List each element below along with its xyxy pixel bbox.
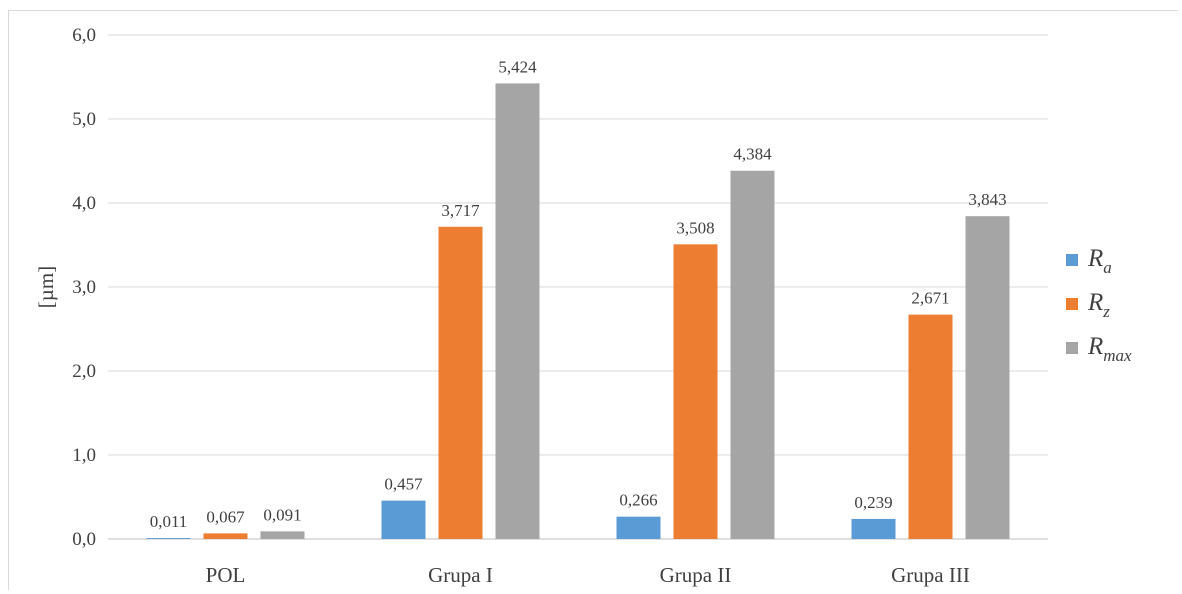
bar-max-2 <box>730 170 775 539</box>
x-category-label: POL <box>206 563 246 587</box>
y-tick-label: 1,0 <box>72 445 96 466</box>
legend-swatch <box>1066 342 1078 354</box>
bar-z-2 <box>673 244 718 539</box>
bar-max-0 <box>260 531 305 539</box>
data-label: 5,424 <box>498 57 537 76</box>
x-category-label: Grupa I <box>428 563 493 587</box>
legend-label: Rz <box>1087 289 1110 321</box>
bar-z-3 <box>908 314 953 539</box>
y-tick-label: 5,0 <box>72 109 96 130</box>
legend-item-a: Ra <box>1066 245 1112 277</box>
bar-max-3 <box>965 216 1010 540</box>
data-label: 0,266 <box>619 491 657 510</box>
data-label: 0,457 <box>384 475 423 494</box>
x-category-label: Grupa II <box>660 563 732 587</box>
bars <box>146 83 1010 540</box>
bar-a-1 <box>381 500 426 539</box>
y-axis-ticks: 0,0 1,0 2,0 3,0 4,0 5,0 6,0 <box>72 25 96 550</box>
legend-item-max: Rmax <box>1066 333 1132 365</box>
legend-swatch <box>1066 254 1078 266</box>
bar-max-1 <box>495 83 540 539</box>
legend-label: Rmax <box>1087 333 1132 365</box>
y-tick-label: 6,0 <box>72 25 96 46</box>
gridlines <box>108 34 1048 540</box>
data-labels: 0,011 0,067 0,091 0,457 3,717 5,424 0,266 3,508… <box>150 57 1007 531</box>
y-axis-label: [µm] <box>34 266 58 308</box>
bar-z-1 <box>438 226 483 539</box>
y-tick-label: 4,0 <box>72 193 96 214</box>
y-tick-label: 0,0 <box>72 529 96 550</box>
data-label: 3,508 <box>676 218 714 237</box>
data-label: 0,091 <box>263 505 301 524</box>
x-axis-categories: POL Grupa I Grupa II Grupa III <box>206 563 970 587</box>
chart-frame <box>8 10 1178 590</box>
data-label: 4,384 <box>733 145 772 164</box>
legend-swatch <box>1066 298 1078 310</box>
x-category-label: Grupa III <box>891 563 970 587</box>
bar-a-3 <box>851 518 896 539</box>
data-label: 3,717 <box>441 201 480 220</box>
data-label: 0,067 <box>206 507 245 526</box>
legend-label: Ra <box>1087 245 1112 277</box>
bar-a-2 <box>616 516 661 539</box>
bar-a-0 <box>146 538 191 539</box>
legend: Ra Rz Rmax <box>1066 245 1132 365</box>
y-tick-label: 2,0 <box>72 361 96 382</box>
legend-item-z: Rz <box>1066 289 1110 321</box>
bar-z-0 <box>203 533 248 539</box>
data-label: 0,239 <box>854 493 892 512</box>
data-label: 3,843 <box>968 190 1006 209</box>
data-label: 2,671 <box>911 289 949 308</box>
y-tick-label: 3,0 <box>72 277 96 298</box>
data-label: 0,011 <box>150 512 188 531</box>
